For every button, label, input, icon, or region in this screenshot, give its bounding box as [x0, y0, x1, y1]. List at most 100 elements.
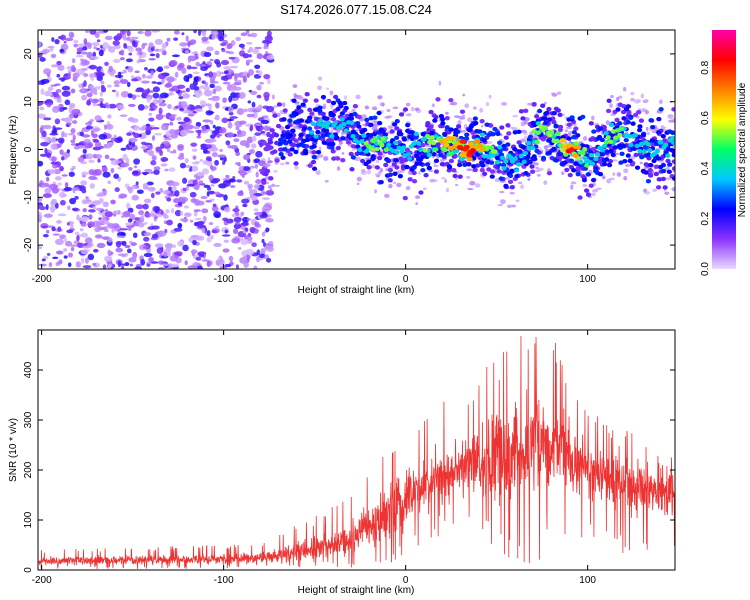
noise-cell [179, 107, 185, 112]
noise-cell [158, 102, 167, 107]
ridge-cell [377, 120, 383, 126]
noise-cell [165, 123, 169, 131]
noise-cell [142, 246, 150, 249]
ridge-cell [307, 107, 313, 113]
noise-cell [78, 83, 83, 88]
noise-cell [246, 236, 253, 241]
noise-cell [93, 248, 99, 253]
noise-cell [217, 154, 226, 158]
ridge-cell [432, 118, 438, 123]
ridge-cell [573, 126, 579, 131]
ridge-cell [567, 172, 573, 178]
noise-cell [201, 36, 209, 42]
scatter-cell [494, 178, 500, 183]
scatter-cell [329, 90, 334, 96]
ridge-cell [540, 103, 546, 108]
ridge-cell [438, 152, 444, 158]
noise-cell [251, 101, 256, 108]
noise-cell [164, 243, 174, 249]
scatter-cell [274, 184, 280, 187]
ridge-cell [324, 116, 330, 121]
noise-cell [238, 120, 247, 125]
x-tick-label: -200 [32, 274, 52, 285]
scatter-cell [605, 120, 610, 125]
noise-cell [266, 210, 270, 214]
scatter-cell [469, 180, 476, 186]
noise-cell [82, 245, 92, 249]
noise-cell [204, 81, 209, 87]
noise-cell [104, 211, 113, 218]
noise-cell [126, 132, 132, 136]
noise-cell [57, 137, 65, 144]
scatter-cell [606, 178, 612, 184]
scatter-cell [556, 91, 562, 95]
noise-cell [222, 248, 230, 253]
noise-cell [197, 224, 207, 229]
noise-cell [153, 166, 161, 171]
scatter-cell [371, 106, 378, 111]
noise-cell [121, 240, 127, 247]
noise-cell [148, 42, 154, 48]
colorbar-ticks: 0.00.20.40.60.8 [700, 60, 711, 276]
noise-cell [255, 124, 264, 132]
ridge-cell [435, 97, 441, 102]
noise-cell [47, 45, 55, 49]
noise-cell [212, 124, 216, 129]
noise-cell [104, 124, 108, 130]
scatter-cell [384, 115, 391, 119]
ridge-cell [453, 149, 459, 154]
ridge-cell [655, 185, 662, 190]
ridge-cell [265, 146, 271, 151]
ridge-cell [623, 137, 629, 143]
colorbar-bar [712, 30, 736, 269]
noise-cell [261, 238, 265, 244]
noise-cell [130, 118, 139, 123]
noise-cell [242, 53, 250, 59]
ridge-cell [492, 149, 498, 154]
x-tick-label: 0 [403, 575, 409, 586]
ridge-cell [531, 129, 537, 134]
scatter-cell [660, 125, 665, 130]
ridge-cell [634, 165, 641, 170]
ridge-cell [527, 160, 533, 165]
noise-cell [85, 42, 92, 47]
noise-cell [95, 207, 104, 212]
ridge-cell [343, 128, 349, 133]
ridge-cell [499, 125, 505, 130]
ridge-cell [557, 112, 563, 118]
noise-cell [50, 207, 55, 214]
ridge-cell [403, 157, 409, 163]
noise-cell [246, 218, 251, 221]
noise-cell [38, 246, 43, 250]
noise-cell [143, 252, 153, 258]
scatter-cell [364, 105, 370, 110]
noise-cell [150, 160, 157, 166]
noise-cell [107, 223, 115, 229]
noise-cell [110, 137, 116, 142]
ridge-cell [394, 150, 400, 155]
ridge-cell [423, 173, 429, 178]
noise-cell [122, 69, 127, 74]
noise-cell [131, 78, 139, 82]
noise-cell [229, 116, 239, 119]
noise-cell [150, 192, 155, 199]
noise-cell [57, 226, 62, 232]
noise-cell [88, 84, 95, 90]
ridge-cell [617, 121, 623, 126]
ridge-cell [503, 183, 509, 189]
ridge-cell [393, 158, 400, 163]
ridge-cell [399, 159, 405, 164]
scatter-cell [651, 131, 657, 134]
noise-cell [85, 196, 89, 199]
ridge-cell [466, 162, 472, 167]
noise-cell [66, 122, 72, 125]
scatter-cell [418, 171, 421, 175]
noise-cell [189, 219, 194, 223]
scatter-cell [500, 102, 508, 106]
noise-cell [131, 94, 137, 100]
noise-cell [148, 57, 156, 61]
ridge-cell [645, 152, 652, 157]
ridge-cell [298, 118, 305, 123]
noise-cell [209, 134, 216, 139]
